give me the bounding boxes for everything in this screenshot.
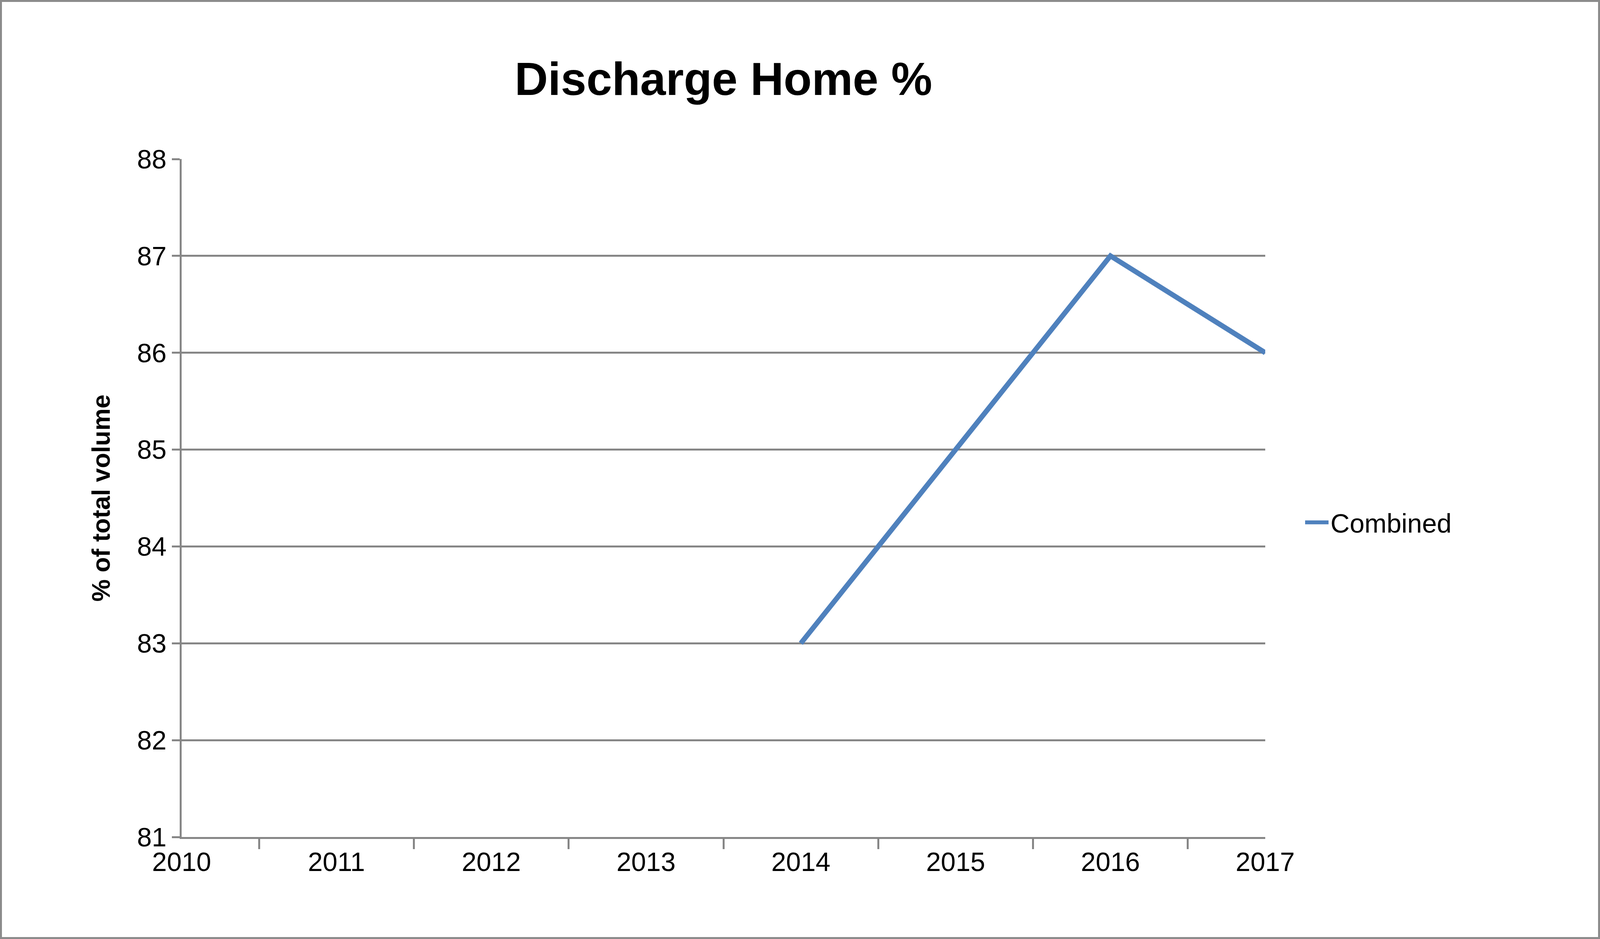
svg-text:2011: 2011: [307, 846, 365, 877]
svg-text:81: 81: [137, 821, 167, 852]
svg-text:2010: 2010: [151, 846, 211, 877]
svg-text:2013: 2013: [616, 846, 676, 877]
svg-text:82: 82: [137, 725, 167, 755]
svg-text:2015: 2015: [926, 846, 986, 877]
svg-text:2017: 2017: [1235, 846, 1295, 877]
svg-text:2016: 2016: [1080, 846, 1140, 877]
svg-text:87: 87: [137, 241, 167, 271]
svg-text:83: 83: [137, 628, 167, 658]
svg-text:2012: 2012: [461, 846, 521, 877]
svg-text:85: 85: [137, 434, 167, 465]
svg-text:88: 88: [137, 144, 167, 174]
svg-text:Discharge Home %: Discharge Home %: [514, 53, 933, 105]
svg-text:86: 86: [137, 337, 167, 368]
svg-text:2014: 2014: [771, 846, 831, 877]
svg-text:Combined: Combined: [1330, 508, 1452, 538]
svg-text:84: 84: [137, 531, 167, 561]
svg-text:% of total volume: % of total volume: [87, 394, 116, 602]
